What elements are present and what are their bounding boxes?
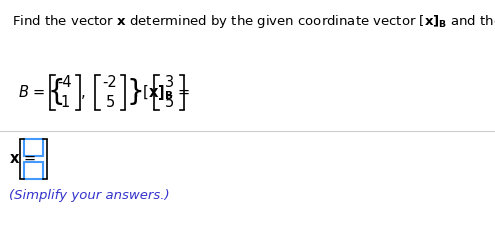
- Text: -2: -2: [102, 75, 117, 90]
- Text: 1: 1: [60, 95, 70, 110]
- Text: $\bf{x}$ =: $\bf{x}$ =: [9, 151, 36, 166]
- Text: {: {: [48, 79, 66, 106]
- Text: 5: 5: [105, 95, 115, 110]
- Text: $\it{B}$ =: $\it{B}$ =: [18, 85, 45, 101]
- Text: (Simplify your answers.): (Simplify your answers.): [9, 189, 170, 202]
- Text: Find the vector $\bf{x}$ determined by the given coordinate vector $[\bf{x}]_B$ : Find the vector $\bf{x}$ determined by t…: [12, 13, 495, 30]
- Bar: [23, 139, 43, 155]
- Text: }: }: [126, 79, 144, 106]
- Text: 3: 3: [164, 75, 174, 90]
- Text: ,: ,: [81, 85, 86, 100]
- Text: 5: 5: [164, 95, 174, 110]
- Bar: [23, 162, 43, 178]
- Text: -4: -4: [58, 75, 72, 90]
- Text: , $[\bf{x}]_B$ =: , $[\bf{x}]_B$ =: [133, 83, 190, 102]
